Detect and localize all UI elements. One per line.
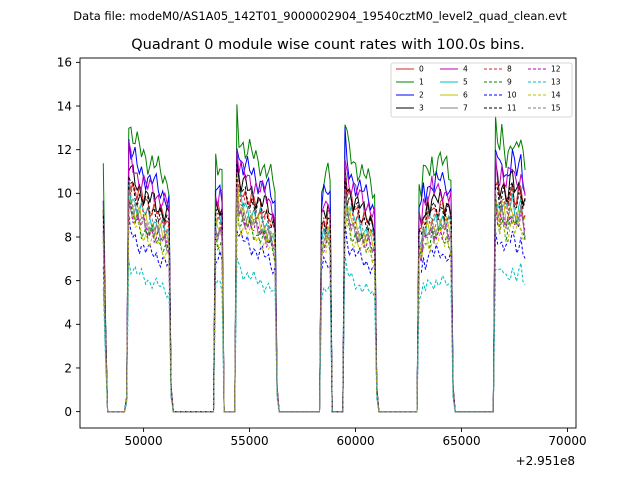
y-tick-label: 6 (64, 274, 72, 288)
legend-label-15: 15 (551, 104, 561, 113)
y-tick-label: 4 (64, 318, 72, 332)
y-tick-label: 8 (64, 230, 72, 244)
x-tick-label: 60000 (336, 434, 374, 448)
legend-label-2: 2 (419, 91, 424, 100)
y-tick-label: 0 (64, 405, 72, 419)
y-tick-label: 12 (57, 143, 72, 157)
legend-label-14: 14 (551, 91, 561, 100)
series-line-15 (102, 189, 526, 413)
legend-label-9: 9 (507, 78, 512, 87)
legend-label-4: 4 (463, 65, 468, 74)
legend-label-12: 12 (551, 65, 561, 74)
y-axis: 0 2 4 6 8 10 12 14 16 (57, 56, 80, 419)
x-tick-label: 55000 (230, 434, 268, 448)
x-tick-label: 70000 (548, 434, 586, 448)
x-offset-label: +2.951e8 (516, 454, 575, 468)
x-axis: 50000 55000 60000 65000 70000 (124, 428, 587, 448)
legend-box (390, 62, 573, 118)
y-tick-label: 10 (57, 187, 72, 201)
chart-title: Quadrant 0 module wise count rates with … (131, 37, 525, 53)
legend-label-0: 0 (419, 65, 424, 74)
x-tick-label: 65000 (442, 434, 480, 448)
y-tick-label: 16 (57, 56, 72, 70)
legend-label-3: 3 (419, 104, 424, 113)
legend-label-6: 6 (463, 91, 468, 100)
legend-label-5: 5 (463, 78, 468, 87)
axes-frame (79, 57, 577, 429)
y-tick-label: 14 (57, 99, 72, 113)
legend-label-11: 11 (507, 104, 517, 113)
legend-label-8: 8 (507, 65, 512, 74)
legend-label-1: 1 (419, 78, 424, 87)
y-tick-label: 2 (64, 361, 72, 375)
legend-label-7: 7 (463, 104, 468, 113)
legend-label-13: 13 (551, 78, 561, 87)
legend-label-10: 10 (507, 91, 517, 100)
chart-suptitle: Data file: modeM0/AS1A05_142T01_90000029… (73, 9, 567, 23)
x-tick-label: 50000 (124, 434, 162, 448)
series-lines (102, 104, 526, 413)
